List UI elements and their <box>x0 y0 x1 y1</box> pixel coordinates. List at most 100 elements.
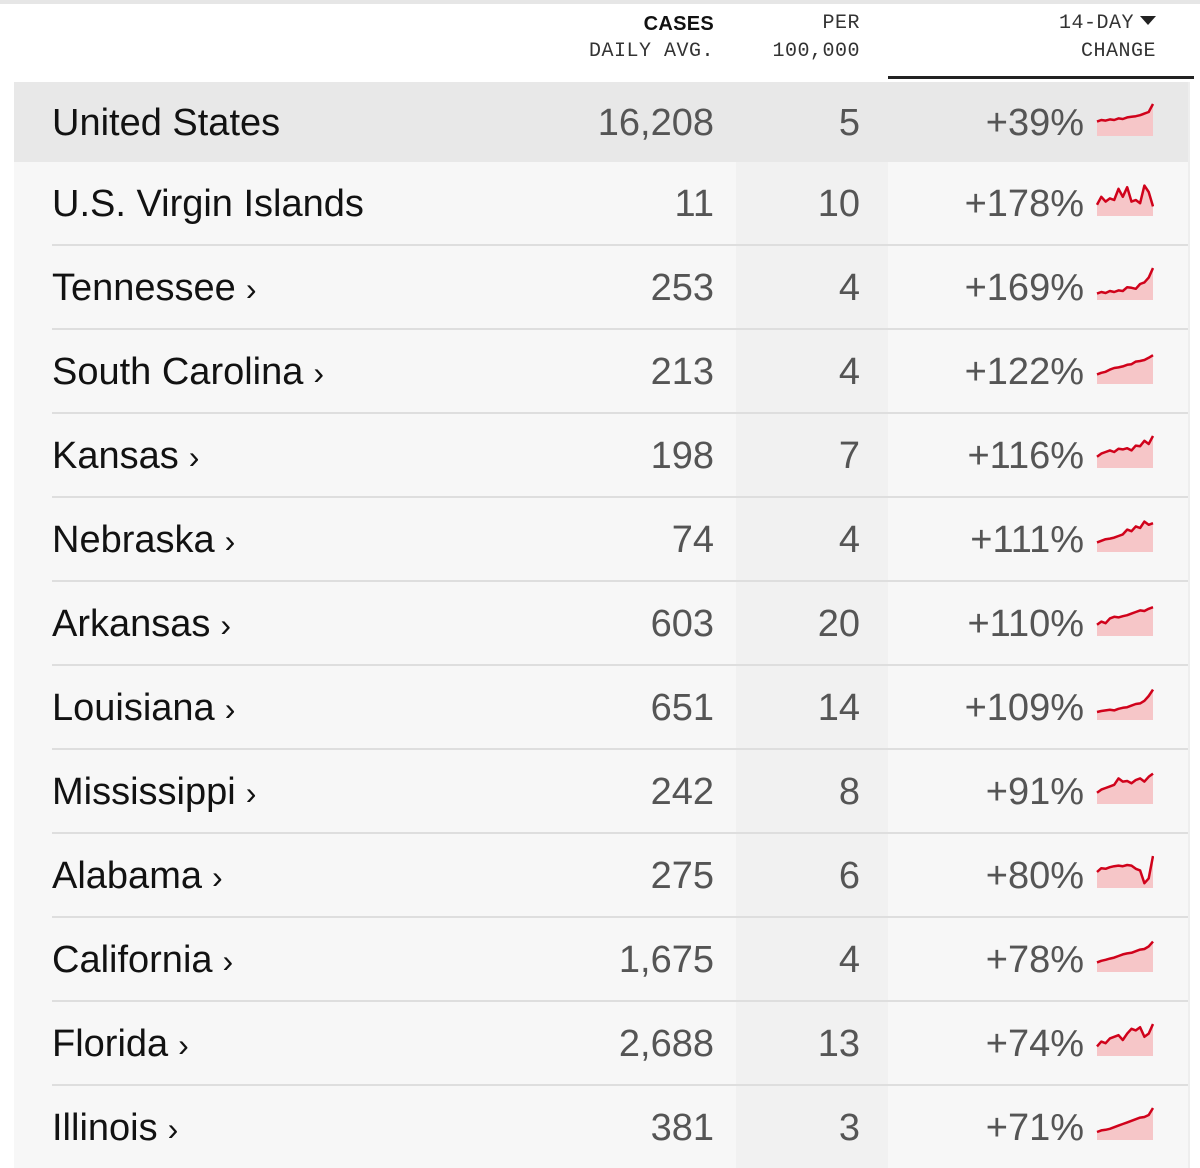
row-location-name[interactable]: Kansas › <box>52 414 199 498</box>
table-row[interactable]: Nebraska › 74 4 +111% <box>14 498 1188 582</box>
location-label: Florida <box>52 1023 169 1065</box>
row-location-name[interactable]: Illinois › <box>52 1086 178 1168</box>
table-row[interactable]: United States 16,208 5 +39% <box>14 82 1188 162</box>
trend-area <box>1097 436 1153 468</box>
row-location-name[interactable]: Florida › <box>52 1002 189 1086</box>
cases-column-shade <box>736 246 888 330</box>
per-100k-value: 4 <box>838 939 860 981</box>
location-label: Alabama <box>52 855 202 897</box>
caret-down-icon <box>1140 16 1156 25</box>
cases-column-shade <box>736 414 888 498</box>
per-100k-value: 8 <box>838 771 860 813</box>
trend-area <box>1097 268 1153 300</box>
location-label: Louisiana <box>52 687 215 729</box>
sort-active-underline <box>888 76 1194 79</box>
table-row[interactable]: South Carolina › 213 4 +122% <box>14 330 1188 414</box>
trend-area <box>1097 856 1153 888</box>
table-row[interactable]: Illinois › 381 3 +71% <box>14 1086 1188 1168</box>
trend-line <box>1096 267 1154 295</box>
trend-line <box>1096 103 1154 123</box>
table-row[interactable]: Arkansas › 603 20 +110% <box>14 582 1188 666</box>
trend-sparkline <box>1096 267 1154 300</box>
trend-line <box>1096 772 1154 794</box>
fourteen-day-change-value: +71% <box>985 1107 1084 1149</box>
row-location-name[interactable]: Louisiana › <box>52 666 235 750</box>
chevron-right-icon: › <box>245 271 257 307</box>
row-location-name[interactable]: South Carolina › <box>52 330 324 414</box>
row-location-name[interactable]: Mississippi › <box>52 750 256 834</box>
scrollbar-track[interactable] <box>1188 82 1200 1168</box>
row-location-name[interactable]: U.S. Virgin Islands <box>52 162 374 246</box>
location-label: California <box>52 939 213 981</box>
row-location-name[interactable]: Alabama › <box>52 834 223 918</box>
trend-sparkline <box>1096 772 1154 804</box>
column-header-per-100k: PER 100,000 <box>720 10 860 78</box>
column-header-cases-subtitle: DAILY AVG. <box>588 40 714 63</box>
table-row[interactable]: Louisiana › 651 14 +109% <box>14 666 1188 750</box>
fourteen-day-change-value: +116% <box>967 435 1084 477</box>
cases-daily-avg-value: 11 <box>674 183 714 225</box>
column-header-cases: CASES DAILY AVG. <box>560 10 714 78</box>
cases-column-shade <box>736 498 888 582</box>
chevron-right-icon: › <box>178 1027 189 1063</box>
cases-daily-avg-value: 242 <box>650 771 714 813</box>
row-divider <box>52 1084 1188 1086</box>
row-divider <box>52 496 1188 498</box>
chevron-right-icon: › <box>188 439 200 475</box>
table-row[interactable]: U.S. Virgin Islands 11 10 +178% <box>14 162 1188 246</box>
trend-area <box>1097 1024 1153 1056</box>
chevron-right-icon: › <box>313 355 325 391</box>
row-divider <box>52 916 1188 918</box>
trend-line <box>1096 1107 1154 1134</box>
fourteen-day-change-value: +169% <box>964 267 1084 309</box>
table-row[interactable]: Alabama › 275 6 +80% <box>14 834 1188 918</box>
trend-line <box>1096 1023 1154 1048</box>
row-divider <box>52 244 1188 246</box>
table-row[interactable]: Mississippi › 242 8 +91% <box>14 750 1188 834</box>
cases-daily-avg-value: 381 <box>650 1107 714 1149</box>
fourteen-day-change-value: +91% <box>985 771 1084 813</box>
trend-line <box>1096 855 1154 885</box>
row-divider <box>52 580 1188 582</box>
trend-line <box>1096 354 1154 376</box>
row-divider <box>52 1000 1188 1002</box>
cases-daily-avg-value: 1,675 <box>618 939 714 981</box>
row-location-name[interactable]: Tennessee › <box>52 246 256 330</box>
table-row[interactable]: Florida › 2,688 13 +74% <box>14 1002 1188 1086</box>
table-row[interactable]: Tennessee › 253 4 +169% <box>14 246 1188 330</box>
fourteen-day-change-value: +78% <box>985 939 1084 981</box>
trend-line <box>1096 435 1154 458</box>
column-header-per-subtitle: 100,000 <box>772 40 860 63</box>
fourteen-day-change-value: +178% <box>964 183 1084 225</box>
row-location-name[interactable]: Arkansas › <box>52 582 231 666</box>
row-location-name[interactable]: Nebraska › <box>52 498 235 582</box>
trend-line <box>1096 520 1154 544</box>
table-row[interactable]: Kansas › 198 7 +116% <box>14 414 1188 498</box>
row-divider <box>52 664 1188 666</box>
trend-sparkline <box>1096 688 1154 720</box>
location-label: Nebraska <box>52 519 215 561</box>
per-100k-value: 5 <box>838 102 860 144</box>
trend-sparkline <box>1096 354 1154 384</box>
trend-sparkline <box>1096 103 1154 136</box>
location-label: United States <box>52 102 281 144</box>
chevron-right-icon: › <box>245 775 257 811</box>
trend-line <box>1096 184 1154 207</box>
row-location-name: United States <box>52 82 290 166</box>
fourteen-day-change-value: +80% <box>985 855 1084 897</box>
fourteen-day-change-value: +111% <box>970 519 1084 561</box>
per-100k-value: 13 <box>817 1023 860 1065</box>
cases-column-shade <box>736 1086 888 1168</box>
column-header-change-subtitle: CHANGE <box>1080 40 1156 63</box>
chevron-right-icon: › <box>211 859 223 895</box>
trend-sparkline <box>1096 435 1154 468</box>
table-row[interactable]: California › 1,675 4 +78% <box>14 918 1188 1002</box>
row-location-name[interactable]: California › <box>52 918 233 1002</box>
trend-line <box>1096 606 1154 626</box>
per-100k-value: 4 <box>838 267 860 309</box>
chevron-right-icon: › <box>224 691 236 727</box>
row-divider <box>52 412 1188 414</box>
column-header-14-day-change[interactable]: 14-DAY CHANGE <box>888 10 1156 78</box>
chevron-right-icon: › <box>222 943 234 979</box>
